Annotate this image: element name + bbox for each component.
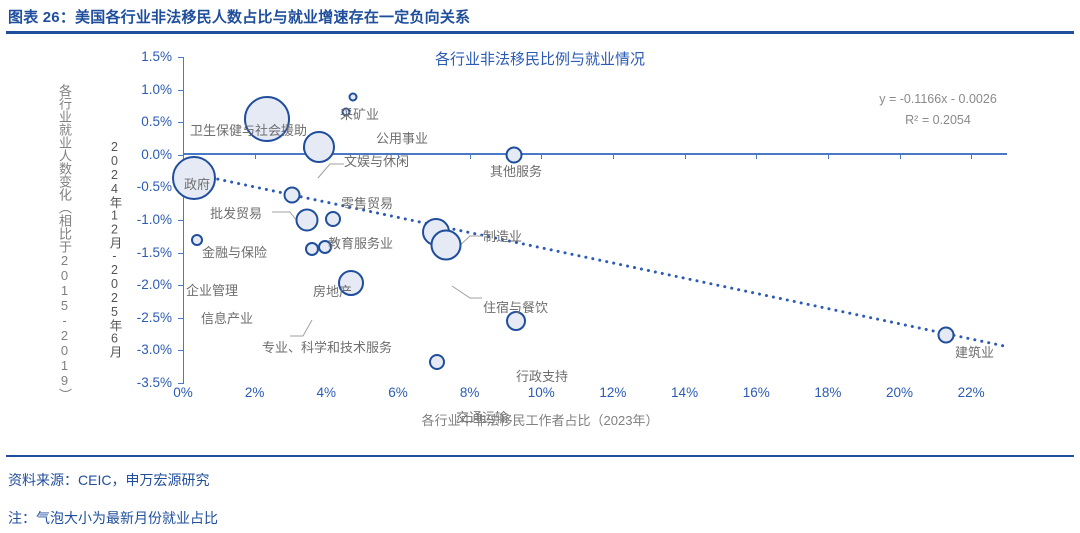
y-axis-tick: [178, 154, 184, 156]
y-axis-tick: [178, 317, 184, 319]
y-axis-title: 各行业就业人数变化（相比于2015-2019）: [57, 84, 72, 401]
bubble-label: 零售贸易: [341, 196, 394, 211]
y-axis-tick-label: -3.5%: [136, 375, 172, 390]
y-axis-tick: [178, 122, 184, 124]
y-axis-tick: [178, 350, 184, 352]
footer-divider: [6, 455, 1074, 457]
bubble-point[interactable]: [244, 95, 291, 142]
bubble-point[interactable]: [506, 311, 527, 332]
x-axis-tick-label: 4%: [316, 385, 337, 400]
x-axis-tick: [827, 153, 829, 159]
x-axis-tick: [254, 153, 256, 159]
bubble-point[interactable]: [429, 354, 446, 371]
bubble-point[interactable]: [295, 208, 319, 232]
bubble-point[interactable]: [430, 229, 462, 261]
y-axis-tick-label: -1.5%: [136, 244, 172, 260]
bubble-point[interactable]: [191, 233, 204, 246]
x-axis-tick-label: 10%: [527, 385, 555, 400]
bubble-label: 采矿业: [340, 107, 380, 122]
x-axis-tick-label: 12%: [599, 385, 627, 400]
bubble-label: 政府: [184, 177, 211, 192]
y-axis-tick: [178, 57, 184, 58]
source-text: 资料来源：CEIC，申万宏源研究: [8, 472, 210, 488]
bubble-point[interactable]: [304, 242, 319, 257]
bubble-label: 住宿与餐饮: [483, 300, 549, 315]
x-axis-tick-label: 20%: [886, 385, 914, 400]
x-axis-tick-label: 16%: [742, 385, 770, 400]
x-axis-tick: [397, 153, 399, 159]
y-axis-tick: [178, 220, 184, 221]
x-axis-tick-label: 0%: [173, 385, 193, 400]
y-axis-tick: [178, 252, 184, 254]
figure-header: 图表 26：美国各行业非法移民人数占比与就业增速存在一定负向关系: [0, 0, 1080, 33]
trendline-r2: R² = 0.2054: [905, 113, 971, 127]
x-axis-tick-label: 8%: [459, 385, 480, 400]
y-axis-tick-label: 1.0%: [141, 81, 172, 97]
x-axis-tick: [469, 153, 471, 159]
y-axis-subtitle: 2024年12月-2025年6月: [107, 140, 122, 358]
x-axis-tick: [756, 153, 758, 159]
y-axis-tick-label: -0.5%: [136, 179, 172, 195]
bubble-point[interactable]: [937, 326, 955, 344]
bubble-point[interactable]: [348, 92, 358, 102]
y-axis-tick-label: -2.5%: [136, 309, 172, 325]
y-axis-tick-label: 1.5%: [141, 49, 172, 64]
y-axis-tick-label: -2.0%: [136, 277, 172, 293]
y-axis-tick-label: 0.5%: [141, 114, 172, 130]
x-axis-tick: [541, 153, 543, 159]
x-axis-tick-label: 2%: [244, 385, 265, 400]
bubble-label: 卫生保健与社会援助: [190, 123, 308, 138]
y-axis-tick: [178, 89, 184, 91]
bubble-label: 企业管理: [186, 283, 239, 298]
y-axis-tick-label: -3.0%: [136, 342, 172, 358]
x-axis-tick: [684, 153, 686, 159]
bubble-label: 文娱与休闲: [344, 154, 410, 169]
bubble-label: 教育服务业: [328, 236, 394, 251]
point-labels: 卫生保健与社会援助 采矿业公用事业文娱与休闲零售贸易 政府批发贸易金融与保险 教育服务…: [0, 36, 1080, 446]
x-axis-tick-label: 14%: [671, 385, 699, 400]
chart-container: 各行业非法移民比例与就业情况 各行业就业人数变化（相比于2015-2019） 2…: [0, 36, 1080, 446]
bubble-label: 批发贸易: [210, 206, 263, 221]
bubble-point[interactable]: [303, 130, 336, 163]
y-axis-labels: 1.5% 1.0% 0.5% 0.0% -0.5% -1.0% -1.5% -2.0% -2.5…: [100, 49, 172, 390]
bubble-label: 交通运输: [456, 410, 509, 425]
y-axis-tick: [178, 285, 184, 287]
bubble-point[interactable]: [341, 107, 351, 117]
bubble-label: 制造业: [483, 229, 523, 244]
x-axis-tick: [612, 153, 614, 159]
bubble-point[interactable]: [505, 146, 523, 164]
bubble-label: 其他服务: [490, 164, 543, 179]
chart-title: 各行业非法移民比例与就业情况: [434, 51, 645, 68]
note-text: 注：气泡大小为最新月份就业占比: [8, 510, 218, 526]
bubble-label: 行政支持: [516, 369, 569, 384]
y-axis-tick-label: -1.0%: [136, 212, 172, 227]
bubble-point[interactable]: [325, 210, 342, 227]
y-axis-tick-label: 0.0%: [141, 146, 172, 162]
bubble-label: 信息产业: [201, 311, 254, 326]
bubble-label: 房地产: [313, 284, 353, 299]
bubble-label: 金融与保险: [202, 245, 268, 260]
y-axis-tick: [178, 383, 184, 384]
header-divider: [6, 31, 1074, 34]
bubble-label: 专业、科学和技术服务: [262, 340, 393, 355]
page-title: 图表 26：美国各行业非法移民人数占比与就业增速存在一定负向关系: [8, 9, 471, 26]
bubble-point[interactable]: [171, 155, 216, 200]
bubble-label: 公用事业: [376, 131, 429, 146]
x-axis-zero-line: [183, 153, 1007, 155]
x-axis-tick-label: 6%: [388, 385, 408, 400]
x-axis-title: 各行业中非法移民工作者占比（2023年）: [421, 413, 659, 428]
x-axis-tick: [971, 153, 973, 159]
bubble-point[interactable]: [283, 186, 301, 204]
trendline-equation: y = -0.1166x - 0.0026: [879, 92, 997, 106]
bubble-point[interactable]: [338, 270, 365, 297]
x-axis-tick-label: 22%: [957, 385, 985, 400]
x-axis-tick-label: 18%: [814, 385, 842, 400]
x-axis-tick: [899, 153, 901, 159]
bubble-series: [0, 36, 1080, 446]
x-axis-tick: [183, 153, 184, 159]
bubble-label: 建筑业: [955, 345, 995, 360]
